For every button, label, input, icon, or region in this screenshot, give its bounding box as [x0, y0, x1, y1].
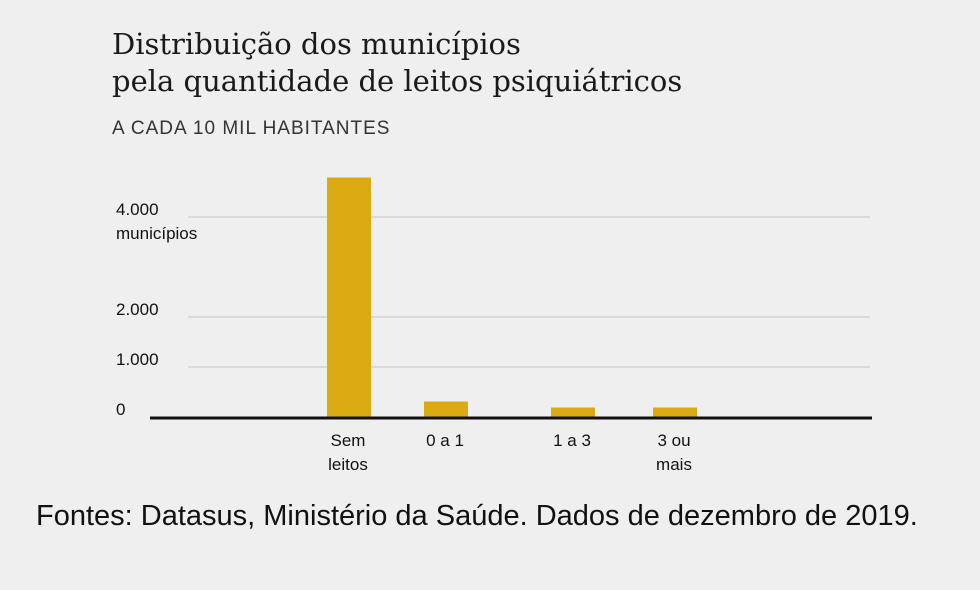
chart-title-line-2: pela quantidade de leitos psiquiátricos — [112, 64, 683, 98]
x-tick-label: 0 a 1 — [426, 431, 464, 450]
y-tick-label: 0 — [116, 400, 125, 419]
bar — [327, 177, 371, 417]
chart-subtitle: A CADA 10 MIL HABITANTES — [112, 118, 391, 139]
y-tick-label: 2.000 — [116, 300, 159, 319]
y-tick-label: 1.000 — [116, 350, 159, 369]
y-tick-label: 4.000 municípios — [116, 200, 197, 243]
x-tick-label: Sem leitos — [328, 431, 368, 474]
bar — [551, 407, 595, 417]
chart-title-line-1: Distribuição dos municípios — [112, 27, 521, 61]
bar — [653, 407, 697, 417]
chart-title: Distribuição dos municípios pela quantid… — [112, 26, 682, 100]
source-note: Fontes: Datasus, Ministério da Saúde. Da… — [36, 500, 918, 532]
x-tick-label: 3 ou mais — [656, 431, 692, 474]
bar — [424, 401, 468, 417]
x-tick-label: 1 a 3 — [553, 431, 591, 450]
